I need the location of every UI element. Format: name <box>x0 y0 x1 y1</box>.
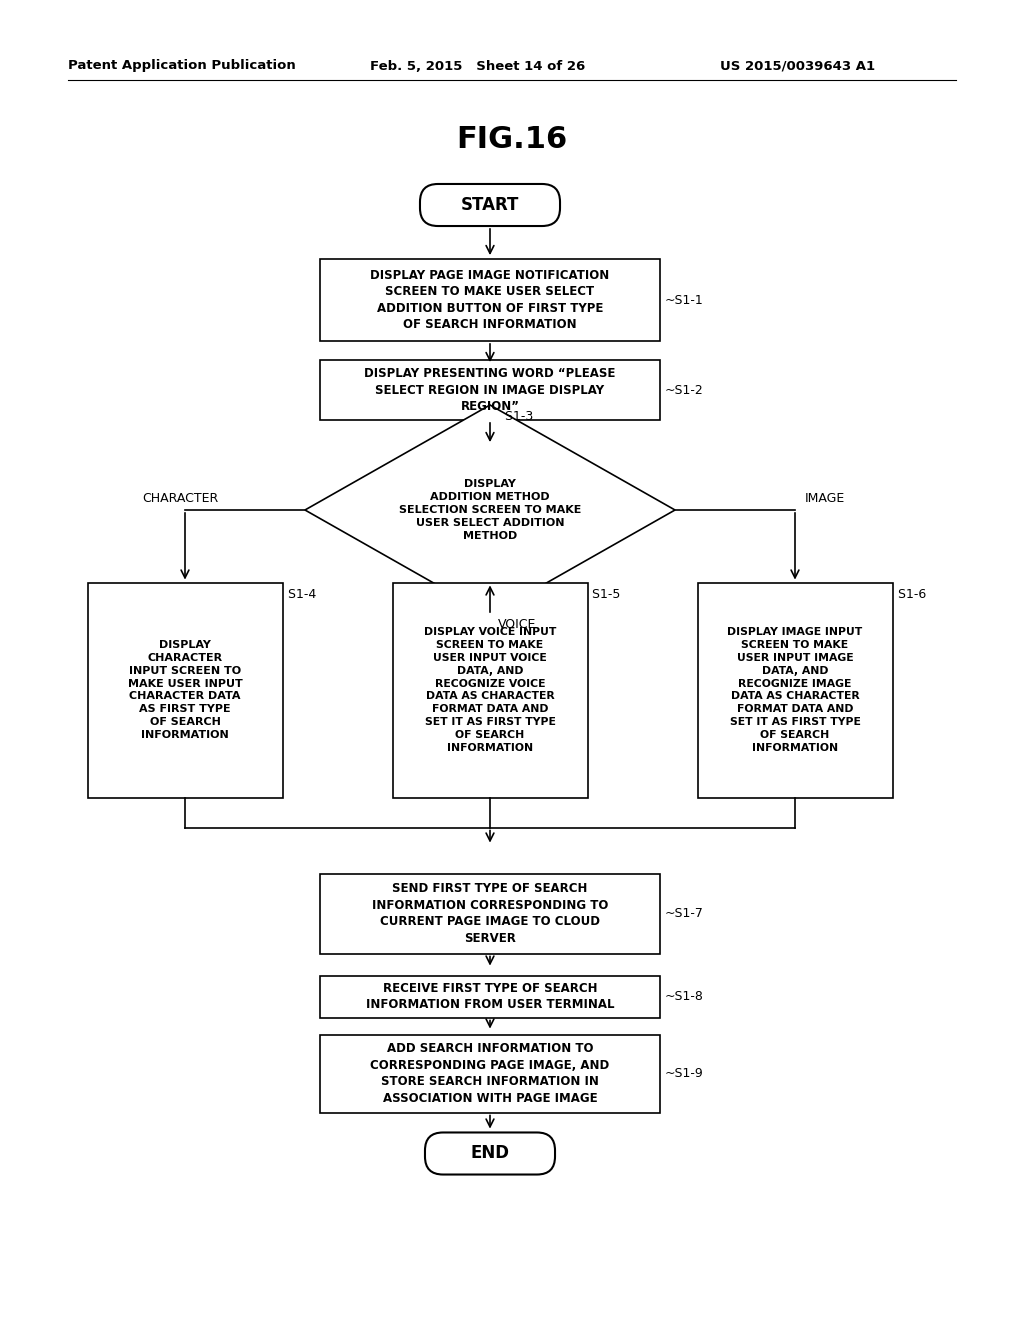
Text: SEND FIRST TYPE OF SEARCH
INFORMATION CORRESPONDING TO
CURRENT PAGE IMAGE TO CLO: SEND FIRST TYPE OF SEARCH INFORMATION CO… <box>372 882 608 945</box>
Text: FIG.16: FIG.16 <box>457 125 567 154</box>
Text: VOICE: VOICE <box>498 619 537 631</box>
FancyBboxPatch shape <box>319 259 660 341</box>
Text: DISPLAY PAGE IMAGE NOTIFICATION
SCREEN TO MAKE USER SELECT
ADDITION BUTTON OF FI: DISPLAY PAGE IMAGE NOTIFICATION SCREEN T… <box>371 269 609 331</box>
Text: Patent Application Publication: Patent Application Publication <box>68 59 296 73</box>
FancyBboxPatch shape <box>392 582 588 797</box>
Text: ~S1-2: ~S1-2 <box>665 384 703 396</box>
Text: CHARACTER: CHARACTER <box>142 491 218 504</box>
Text: ~S1-9: ~S1-9 <box>665 1067 703 1080</box>
Polygon shape <box>305 405 675 615</box>
Text: US 2015/0039643 A1: US 2015/0039643 A1 <box>720 59 876 73</box>
Text: ~S1-7: ~S1-7 <box>665 907 703 920</box>
Text: DISPLAY IMAGE INPUT
SCREEN TO MAKE
USER INPUT IMAGE
DATA, AND
RECOGNIZE IMAGE
DA: DISPLAY IMAGE INPUT SCREEN TO MAKE USER … <box>727 627 862 752</box>
Text: ~S1-1: ~S1-1 <box>665 293 703 306</box>
FancyBboxPatch shape <box>425 1133 555 1175</box>
FancyBboxPatch shape <box>697 582 893 797</box>
Text: IMAGE: IMAGE <box>805 491 845 504</box>
Text: ADD SEARCH INFORMATION TO
CORRESPONDING PAGE IMAGE, AND
STORE SEARCH INFORMATION: ADD SEARCH INFORMATION TO CORRESPONDING … <box>371 1043 609 1105</box>
Text: RECEIVE FIRST TYPE OF SEARCH
INFORMATION FROM USER TERMINAL: RECEIVE FIRST TYPE OF SEARCH INFORMATION… <box>366 982 614 1011</box>
Text: END: END <box>470 1144 510 1163</box>
FancyBboxPatch shape <box>319 1035 660 1113</box>
Text: ⁠S1-5: ⁠S1-5 <box>593 587 621 601</box>
Text: ⁠S1-3: ⁠S1-3 <box>505 411 534 424</box>
Text: Feb. 5, 2015   Sheet 14 of 26: Feb. 5, 2015 Sheet 14 of 26 <box>370 59 586 73</box>
Text: DISPLAY PRESENTING WORD “PLEASE
SELECT REGION IN IMAGE DISPLAY
REGION”: DISPLAY PRESENTING WORD “PLEASE SELECT R… <box>365 367 615 413</box>
FancyBboxPatch shape <box>319 975 660 1018</box>
Text: ~S1-8: ~S1-8 <box>665 990 703 1003</box>
FancyBboxPatch shape <box>420 183 560 226</box>
Text: ⁠S1-6: ⁠S1-6 <box>897 587 926 601</box>
FancyBboxPatch shape <box>319 874 660 953</box>
Text: DISPLAY VOICE INPUT
SCREEN TO MAKE
USER INPUT VOICE
DATA, AND
RECOGNIZE VOICE
DA: DISPLAY VOICE INPUT SCREEN TO MAKE USER … <box>424 627 556 752</box>
Text: START: START <box>461 195 519 214</box>
FancyBboxPatch shape <box>319 360 660 420</box>
Text: DISPLAY
ADDITION METHOD
SELECTION SCREEN TO MAKE
USER SELECT ADDITION
METHOD: DISPLAY ADDITION METHOD SELECTION SCREEN… <box>398 479 582 541</box>
Text: ⁠S1-4: ⁠S1-4 <box>288 587 315 601</box>
Text: DISPLAY
CHARACTER
INPUT SCREEN TO
MAKE USER INPUT
CHARACTER DATA
AS FIRST TYPE
O: DISPLAY CHARACTER INPUT SCREEN TO MAKE U… <box>128 640 243 739</box>
FancyBboxPatch shape <box>87 582 283 797</box>
